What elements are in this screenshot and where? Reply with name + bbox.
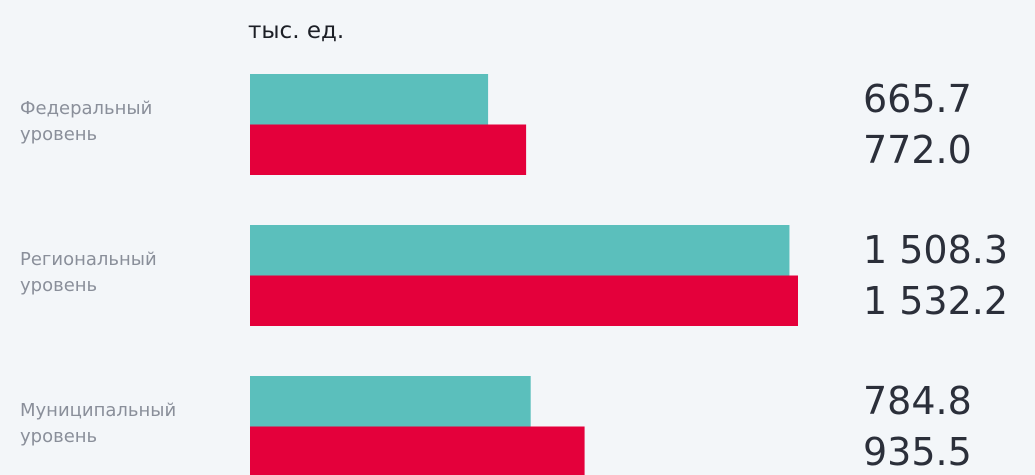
category-label: Федеральный уровень <box>20 98 153 145</box>
bar <box>250 426 585 475</box>
category-label: Муниципальный уровень <box>20 400 177 447</box>
value-label: 784.8 <box>863 379 972 423</box>
bar <box>250 124 527 175</box>
category-label: Региональный уровень <box>20 249 157 296</box>
value-label: 772.0 <box>863 127 972 172</box>
value-label: 1 532.2 <box>863 278 1009 323</box>
value-label: 935.5 <box>863 429 972 474</box>
bar <box>250 225 790 276</box>
value-label: 665.7 <box>863 77 972 121</box>
bar <box>250 74 489 125</box>
chart-title: тыс. ед. <box>248 18 345 44</box>
bar <box>250 275 798 326</box>
bar <box>250 376 531 427</box>
value-label: 1 508.3 <box>863 228 1009 272</box>
